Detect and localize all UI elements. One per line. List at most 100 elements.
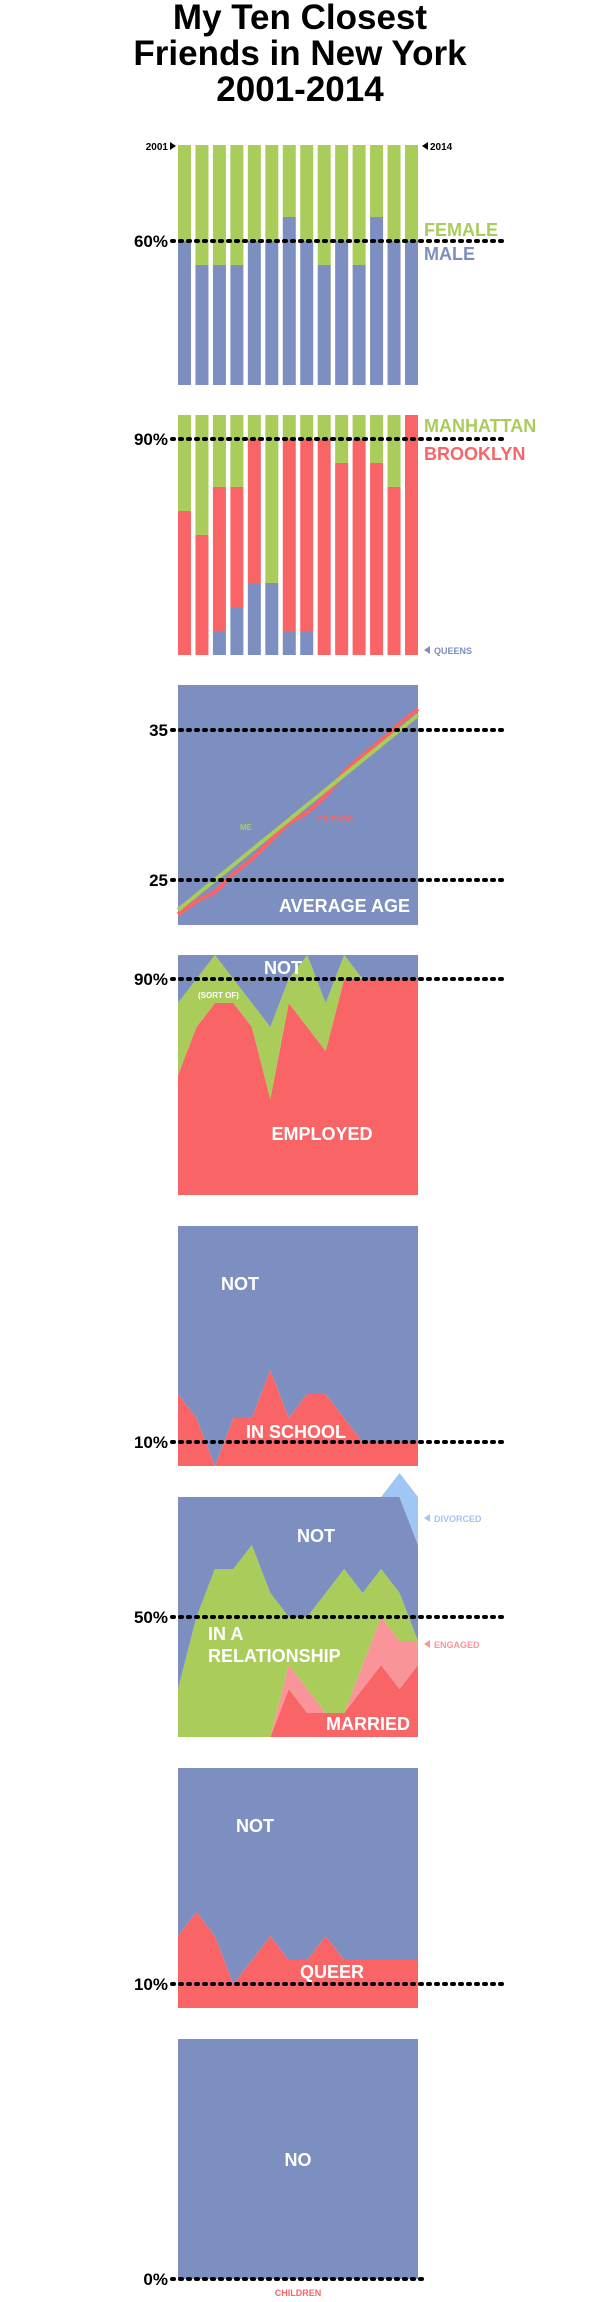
- age-background: [178, 685, 418, 925]
- gender-bar-male-2010: [335, 241, 349, 385]
- gender-start-year-label: 2001: [146, 142, 169, 153]
- gender-bar-female-2010: [335, 145, 349, 241]
- gender-bar-male-2012: [370, 217, 384, 385]
- gender-bar-male-2003: [212, 265, 226, 385]
- legend-queens: QUEENS: [434, 646, 472, 656]
- legend-manhattan: MANHATTAN: [424, 416, 536, 436]
- employed-reference-90-label: 90%: [134, 970, 168, 989]
- employed-label-employed: EMPLOYED: [271, 1124, 372, 1144]
- gender-bar-male-2009: [317, 265, 331, 385]
- borough-bar-manhattan-2001: [178, 415, 191, 511]
- borough-bar-brooklyn-2009: [317, 439, 331, 655]
- children-area-no: [178, 2039, 418, 2279]
- borough-bar-queens-2008: [300, 631, 314, 655]
- relationship-label-married: MARRIED: [326, 1714, 410, 1734]
- borough-bar-brooklyn-2008: [300, 439, 314, 631]
- borough-bar-manhattan-2005: [247, 415, 261, 439]
- gender-bar-female-2012: [370, 145, 384, 217]
- gender-bar-female-2002: [195, 145, 209, 265]
- employed-label-sort-of: (SORT OF): [198, 991, 239, 1000]
- relationship-label-not: NOT: [297, 1526, 335, 1546]
- age-label-friends: FRIENDS: [318, 815, 354, 824]
- page-title: My Ten Closest Friends in New York 2001-…: [0, 0, 600, 108]
- gender-bar-female-2005: [247, 145, 261, 241]
- gender-bar-female-2008: [300, 145, 314, 241]
- gender-reference-60-label: 60%: [134, 232, 168, 251]
- gender-bar-male-2007: [282, 217, 296, 385]
- borough-bar-manhattan-2006: [265, 415, 279, 583]
- queer-label-not: NOT: [236, 1816, 274, 1836]
- legend-brooklyn: BROOKLYN: [424, 444, 525, 464]
- gender-bar-female-2004: [230, 145, 244, 265]
- borough-bar-brooklyn-2012: [370, 463, 384, 655]
- queer-label-queer: QUEER: [300, 1962, 364, 1982]
- borough-bar-manhattan-2002: [195, 415, 209, 535]
- gender-bar-female-2006: [265, 145, 279, 241]
- gender-bar-male-2008: [300, 241, 314, 385]
- school-label-not: NOT: [221, 1274, 259, 1294]
- legend-male: MALE: [424, 244, 475, 264]
- borough-bar-queens-2003: [212, 631, 226, 655]
- borough-bar-queens-2005: [247, 583, 261, 655]
- gender-end-year-arrow-icon: [422, 142, 428, 150]
- age-line-friends: [176, 707, 420, 917]
- borough-bar-manhattan-2009: [317, 415, 331, 439]
- title-line-2: Friends in New York: [133, 34, 467, 73]
- gender-bar-female-2009: [317, 145, 331, 265]
- gender-bar-female-2001: [178, 145, 191, 241]
- gender-bar-female-2003: [212, 145, 226, 265]
- borough-bar-queens-2007: [282, 631, 296, 655]
- title-line-1: My Ten Closest: [172, 0, 428, 37]
- gender-bar-male-2013: [387, 241, 401, 385]
- borough-bar-manhattan-2008: [300, 415, 314, 439]
- relationship-label-relationship: RELATIONSHIP: [208, 1646, 341, 1666]
- borough-bar-brooklyn-2011: [352, 439, 366, 655]
- children-label-no: NO: [285, 2150, 312, 2170]
- gender-bar-male-2011: [352, 265, 366, 385]
- gender-bar-male-2014: [405, 241, 418, 385]
- borough-bar-manhattan-2011: [352, 415, 366, 439]
- borough-reference-90-label: 90%: [134, 430, 168, 449]
- age-chart-title: AVERAGE AGE: [279, 896, 410, 916]
- borough-bar-brooklyn-2014: [405, 415, 418, 655]
- borough-bar-brooklyn-2005: [247, 439, 261, 583]
- gender-bar-female-2011: [352, 145, 366, 265]
- title-line-3: 2001-2014: [216, 70, 384, 109]
- borough-bar-manhattan-2003: [212, 415, 226, 487]
- borough-bar-manhattan-2004: [230, 415, 244, 487]
- relationship-label-engaged: ENGAGED: [434, 1640, 480, 1650]
- legend-female: FEMALE: [424, 220, 498, 240]
- relationship-label-divorced: DIVORCED: [434, 1514, 482, 1524]
- borough-bar-brooklyn-2004: [230, 487, 244, 607]
- borough-bar-manhattan-2013: [387, 415, 401, 487]
- borough-bar-brooklyn-2001: [178, 511, 191, 655]
- queer-reference-10-label: 10%: [134, 1975, 168, 1994]
- borough-bar-manhattan-2012: [370, 415, 384, 463]
- borough-bar-queens-2006: [265, 583, 279, 655]
- borough-bar-queens-2004: [230, 607, 244, 655]
- borough-bar-manhattan-2007: [282, 415, 296, 439]
- employed-label-not: NOT: [264, 958, 302, 978]
- gender-bar-female-2014: [405, 145, 418, 241]
- employed-area-sort-of: [178, 955, 418, 1099]
- borough-bar-brooklyn-2013: [387, 487, 401, 655]
- gender-end-year-label: 2014: [430, 142, 453, 153]
- gender-start-year-arrow-icon: [170, 142, 176, 150]
- age-reference-25-label: 25: [149, 871, 168, 890]
- gender-bar-male-2004: [230, 265, 244, 385]
- school-area-not: [178, 1226, 418, 1466]
- age-label-me: ME: [240, 823, 253, 832]
- employed-area-not: [178, 955, 418, 1027]
- gender-bar-male-2005: [247, 241, 261, 385]
- relationship-area-not: [178, 1497, 418, 1689]
- engaged-arrow-icon: [424, 1640, 430, 1648]
- queer-area-not: [178, 1768, 418, 1984]
- age-line-me: [176, 713, 420, 912]
- queens-arrow-icon: [424, 646, 430, 654]
- school-label-in-school: IN SCHOOL: [246, 1422, 346, 1442]
- borough-bar-brooklyn-2003: [212, 487, 226, 631]
- age-reference-35-label: 35: [149, 721, 168, 740]
- borough-bar-brooklyn-2002: [195, 535, 209, 655]
- borough-bar-brooklyn-2010: [335, 463, 349, 655]
